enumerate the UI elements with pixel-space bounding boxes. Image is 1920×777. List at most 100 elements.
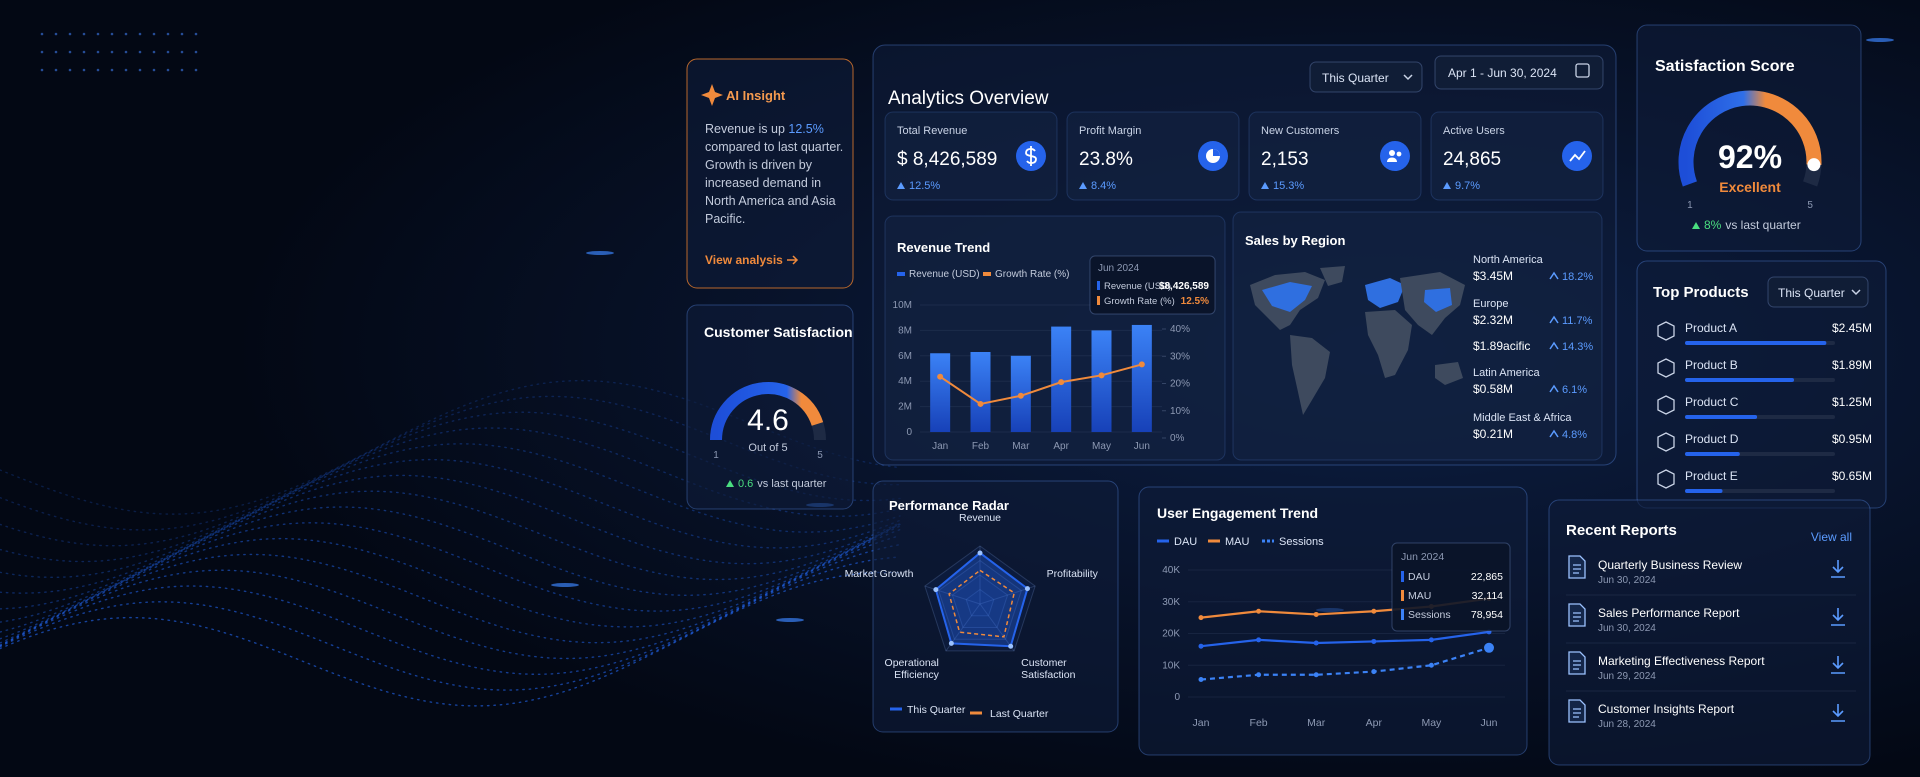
document-icon	[1568, 651, 1586, 675]
tooltip-swatch	[1401, 590, 1404, 601]
label: Jun 2024	[1401, 551, 1444, 563]
growth-point	[1017, 392, 1024, 399]
product-icon	[1657, 395, 1675, 415]
up-arrow	[1261, 182, 1269, 189]
radar-area	[934, 551, 1029, 648]
download-icon[interactable]	[1831, 656, 1845, 674]
report-date: Jun 28, 2024	[1598, 719, 1656, 730]
radar-axis-label-box: Market Growth	[844, 568, 914, 581]
decor-wave	[0, 522, 901, 640]
panel-title: Recent Reports	[1566, 522, 1677, 539]
world-map	[1250, 266, 1465, 415]
report-title: Marketing Effectiveness Report	[1598, 654, 1765, 668]
panel-title: Customer Satisfaction	[704, 324, 853, 340]
label: Profit Margin	[1079, 125, 1141, 137]
decor-dot	[124, 32, 128, 36]
sparkle-icon	[701, 84, 723, 106]
x-tick-label: Mar	[1012, 441, 1030, 452]
decor-dot	[54, 50, 58, 54]
series-point	[1371, 669, 1377, 675]
bar	[930, 353, 951, 432]
radar-axis-label: Profitability	[1047, 568, 1127, 580]
decor-dot	[82, 50, 86, 54]
report-title: Customer Insights Report	[1598, 702, 1735, 716]
customer-satisfaction-panel	[686, 304, 854, 510]
kpi-card	[1430, 111, 1604, 201]
legend-label: Growth Rate (%)	[995, 269, 1069, 280]
gauge-knob	[1807, 158, 1821, 172]
text-span: Customer Satisfaction	[1021, 656, 1076, 681]
view-analysis-link: View analysis	[705, 253, 783, 267]
download-icon[interactable]	[1831, 704, 1845, 722]
y2-tick-label: 20%	[1170, 379, 1190, 390]
map-land	[1290, 335, 1330, 415]
legend-label: Revenue (USD)	[909, 269, 980, 280]
map-land	[1435, 362, 1463, 385]
series-point	[1428, 662, 1434, 668]
decor-dot	[180, 32, 184, 36]
x-tick-label: May	[1421, 717, 1442, 729]
label: New Customers	[1261, 125, 1340, 137]
document-icon	[1568, 699, 1586, 723]
text-span: Market Growth	[844, 568, 914, 581]
decor-wave	[0, 490, 901, 623]
product-value: $1.89M	[1832, 358, 1872, 372]
legend-swatch	[983, 272, 991, 276]
product-value: $1.25M	[1832, 395, 1872, 409]
map-highlight	[1365, 278, 1405, 308]
decor-dot	[110, 32, 114, 36]
download-icon[interactable]	[1831, 608, 1845, 626]
label: Jun 2024	[1098, 263, 1140, 274]
kpi-value: 23.8%	[1079, 149, 1133, 170]
decor-wave	[0, 571, 901, 707]
up-arrow	[1079, 182, 1087, 189]
kpi-icon	[1380, 141, 1410, 171]
bar	[1685, 415, 1758, 419]
label: This Quarter	[1322, 71, 1389, 85]
label: This Quarter	[1778, 286, 1845, 300]
tooltip-swatch	[1097, 296, 1100, 305]
decor-wave	[0, 458, 901, 594]
view-all-link[interactable]: View all	[1811, 530, 1852, 544]
up-arrow	[1692, 222, 1700, 229]
decor-dot	[54, 32, 58, 36]
decor-wave	[0, 556, 901, 691]
decor-dot	[138, 32, 142, 36]
y-tick-label: 20K	[1162, 629, 1180, 640]
decor-glow	[551, 583, 579, 587]
label: 22,865	[1471, 571, 1503, 583]
up-arrow	[1549, 341, 1559, 350]
y2-tick-label: 10%	[1170, 406, 1190, 417]
radar-grid	[965, 588, 995, 617]
growth-point	[1138, 361, 1145, 368]
y-tick-label: 40K	[1162, 565, 1180, 576]
label: Active Users	[1443, 125, 1505, 137]
decor-dot	[68, 50, 72, 54]
region-name: Latin America	[1473, 367, 1541, 379]
tooltip-swatch	[1401, 571, 1404, 582]
bar	[1685, 341, 1827, 345]
decor-dot	[152, 50, 156, 54]
product-value: $0.95M	[1832, 432, 1872, 446]
kpi-change: 9.7%	[1455, 180, 1480, 192]
text-span: compared to last quarter. Growth is driv…	[705, 140, 844, 226]
tooltip	[1391, 542, 1511, 632]
series-point	[1256, 637, 1262, 643]
region-change: 11.7%	[1562, 315, 1593, 327]
y2-tick-label: 40%	[1170, 324, 1190, 335]
radar-axis-label: Customer Satisfaction	[1021, 657, 1101, 681]
y2-tick-label: 0%	[1170, 433, 1185, 444]
series-point	[1198, 615, 1204, 621]
radar-point	[1024, 586, 1030, 592]
map-land	[1320, 266, 1345, 286]
decor-dot	[40, 32, 44, 36]
y-tick-label: 0	[906, 427, 912, 438]
kpi-value: $ 8,426,589	[897, 149, 997, 170]
x-tick-label: Jan	[1193, 717, 1210, 729]
bar	[1685, 452, 1740, 456]
download-icon[interactable]	[1831, 560, 1845, 578]
x-tick-label: Apr	[1053, 441, 1069, 452]
report-date: Jun 30, 2024	[1598, 623, 1656, 634]
series-point	[1313, 640, 1319, 646]
